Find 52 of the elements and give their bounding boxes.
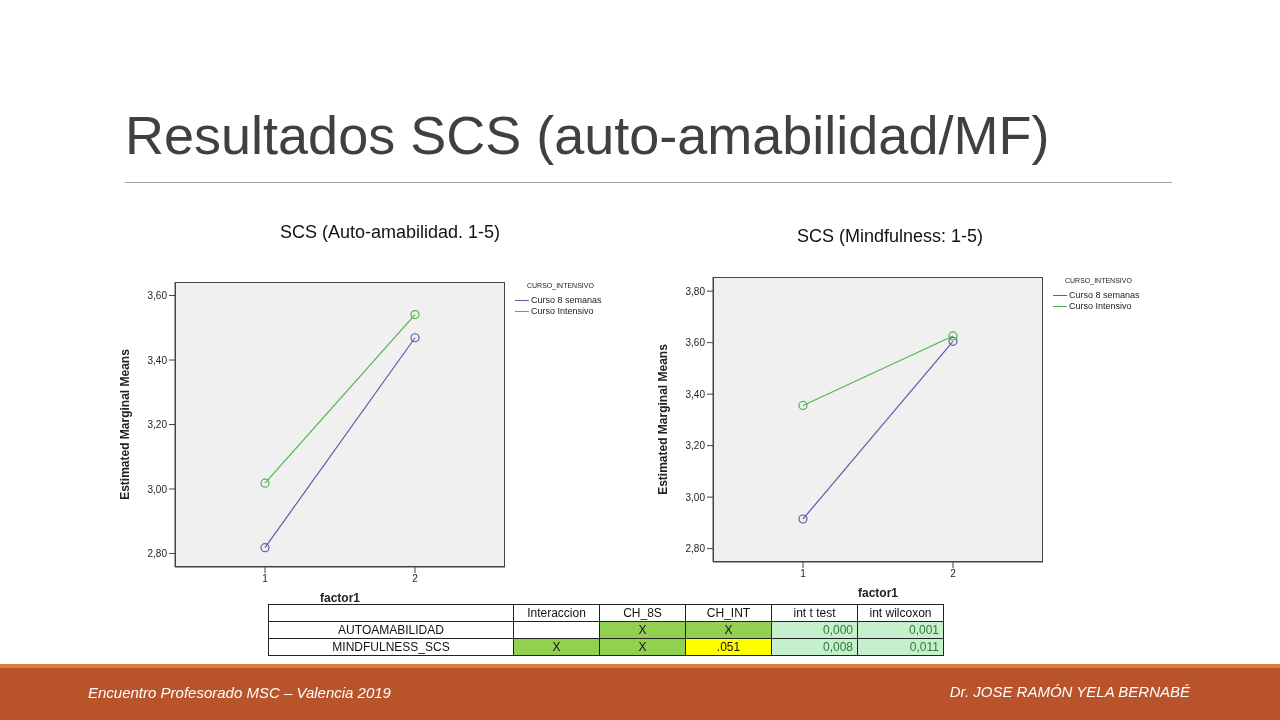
point [948,331,958,341]
y-tick-label: 2,80 [147,548,168,560]
x-tick-label: 2 [950,568,957,580]
y-tick-label: 3,60 [685,337,706,349]
text: .051 [716,640,741,654]
text: Resultados SCS (auto-amabilidad/MF) [125,104,1050,166]
y-tick-label: 2,80 [685,543,706,555]
y-tick-label: 3,40 [685,388,706,400]
category-label: AUTOAMABILIDAD [338,623,444,637]
legend-label: Curso Intensivo [530,306,595,317]
text: Dr. JOSE RAMÓN YELA BERNABÉ [949,683,1190,700]
y-axis-title: Estimated Marginal Means [656,343,671,495]
point [410,333,420,343]
category-label: CH_8S [599,604,686,622]
category-label: Interaccion [513,604,600,622]
chart-title: SCS (Mindfulness: 1-5) [795,226,985,247]
category-label: int wilcoxon [857,604,944,622]
y-tick-label: 3,60 [147,290,168,302]
y-tick-label: 3,20 [685,440,706,452]
text: Encuentro Profesorado MSC – Valencia 2019 [88,684,391,701]
category-label: MINDFULNESS_SCS [332,640,450,654]
y-axis-title: Estimated Marginal Means [118,348,133,500]
point [948,336,958,346]
point [260,478,270,488]
text: X [638,623,647,637]
chart-title: SCS (Auto-amabilidad. 1-5) [278,222,502,243]
x-axis-title: factor1 [857,586,899,600]
point [260,543,270,553]
text: X [724,623,733,637]
text: 0,011 [909,640,939,654]
point [798,400,808,411]
text: 0,001 [908,623,939,637]
y-tick-label: 3,20 [147,419,168,431]
legend-label: Curso 8 semanas [530,295,602,306]
legend-label: Curso 8 semanas [1068,290,1140,301]
legend-label: Curso Intensivo [1068,301,1133,312]
category-label: int t test [771,604,858,622]
y-tick-label: 3,00 [147,483,168,495]
point [410,309,420,320]
text: 0,000 [822,623,853,637]
y-tick-label: 3,40 [147,354,168,366]
text: X [552,640,561,654]
x-tick-label: 1 [800,568,807,580]
text: 0,008 [822,640,853,654]
x-tick-label: 1 [262,573,269,585]
y-tick-label: 3,80 [685,285,706,297]
category-label: CH_INT [685,604,772,622]
text: X [638,640,647,654]
point [798,514,808,524]
y-tick-label: 3,00 [685,491,706,503]
x-tick-label: 2 [412,573,419,585]
x-axis-title: factor1 [319,591,361,605]
